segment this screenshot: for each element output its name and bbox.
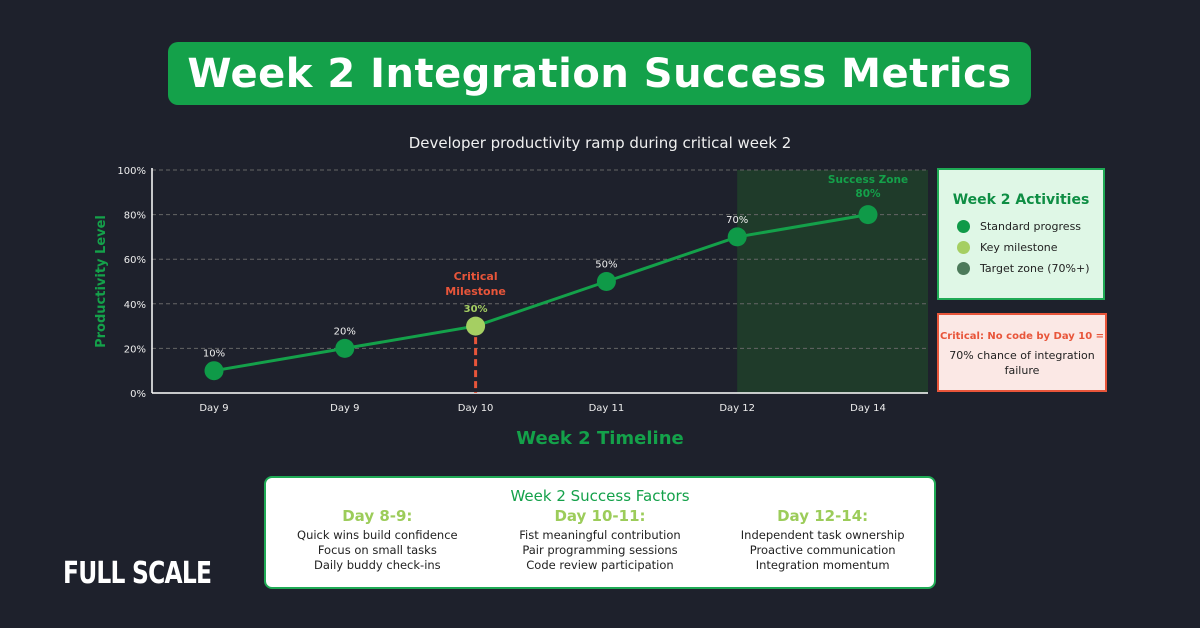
factor-item: Quick wins build confidence: [297, 528, 458, 542]
legend-item-milestone: Key milestone: [957, 241, 1103, 254]
x-axis-title: Week 2 Timeline: [516, 428, 684, 449]
legend-label: Standard progress: [980, 220, 1082, 233]
x-tick-label: Day 9: [330, 403, 359, 414]
data-label: 20%: [334, 326, 356, 337]
legend-title: Week 2 Activities: [952, 192, 1090, 208]
data-label: 80%: [855, 188, 881, 200]
legend-label: Key milestone: [980, 241, 1058, 254]
factor-item: Pair programming sessions: [522, 543, 678, 557]
factor-item: Proactive communication: [749, 543, 896, 557]
success-zone: [737, 170, 928, 393]
critical-annotation: Milestone: [445, 285, 506, 298]
legend-label: Target zone (70%+): [980, 262, 1090, 275]
y-tick-label: 60%: [124, 255, 146, 266]
y-tick-label: 20%: [124, 344, 146, 355]
data-label: 30%: [464, 304, 488, 315]
data-point: [335, 338, 355, 358]
x-tick-label: Day 11: [589, 403, 625, 414]
page-title: Week 2 Integration Success Metrics: [168, 42, 1031, 105]
data-point: [858, 205, 878, 225]
factor-item: Independent task ownership: [740, 528, 905, 542]
factor-heading: Day 8-9:: [342, 507, 413, 525]
x-tick-label: Day 9: [199, 403, 228, 414]
critical-body: 70% chance of integration failure: [949, 349, 1095, 377]
data-point: [596, 272, 616, 291]
factors-title: Week 2 Success Factors: [510, 487, 690, 505]
milestone-point: [466, 316, 486, 336]
y-tick-label: 80%: [124, 211, 146, 222]
data-label: 10%: [203, 349, 225, 360]
y-tick-label: 100%: [117, 166, 146, 177]
factor-column: Day 8-9: Quick wins build confidence Foc…: [267, 507, 487, 573]
factor-item: Fist meaningful contribution: [519, 528, 681, 542]
x-tick-label: Day 12: [719, 403, 755, 414]
factor-column: Day 10-11: Fist meaningful contribution …: [490, 507, 710, 573]
factor-item: Daily buddy check-ins: [313, 558, 441, 572]
green-dot-icon: [957, 220, 970, 233]
critical-warning-box: Critical: No code by Day 10 = 70% chance…: [937, 313, 1107, 392]
data-label: 70%: [726, 215, 748, 226]
critical-heading: Critical: No code by Day 10 =: [939, 331, 1105, 342]
factor-column: Day 12-14: Independent task ownership Pr…: [713, 507, 933, 573]
legend: Week 2 Activities Standard progress Key …: [937, 168, 1105, 300]
dark-green-dot-icon: [957, 262, 970, 275]
series-line: [213, 213, 869, 373]
chart-subtitle: Developer productivity ramp during criti…: [408, 134, 792, 152]
factor-heading: Day 12-14:: [777, 507, 869, 525]
factor-item: Code review participation: [526, 558, 674, 572]
light-green-dot-icon: [957, 241, 970, 254]
full-scale-logo: FULL SCALE: [63, 556, 212, 591]
data-point: [727, 227, 747, 247]
success-zone-label: Success Zone: [828, 174, 908, 186]
legend-item-target: Target zone (70%+): [957, 262, 1103, 275]
data-point: [204, 361, 224, 381]
data-label: 50%: [595, 260, 617, 271]
factor-item: Integration momentum: [755, 558, 890, 572]
factor-item: Focus on small tasks: [317, 543, 437, 557]
y-axis-title: Productivity Level: [94, 215, 109, 348]
legend-item-standard: Standard progress: [957, 220, 1103, 233]
x-tick-label: Day 10: [458, 403, 494, 414]
y-tick-label: 40%: [124, 300, 146, 311]
y-tick-label: 0%: [130, 389, 146, 400]
factor-heading: Day 10-11:: [554, 507, 646, 525]
critical-annotation: Critical: [454, 270, 498, 283]
success-factors-panel: Week 2 Success Factors Day 8-9: Quick wi…: [264, 476, 936, 589]
x-tick-label: Day 14: [850, 403, 886, 414]
